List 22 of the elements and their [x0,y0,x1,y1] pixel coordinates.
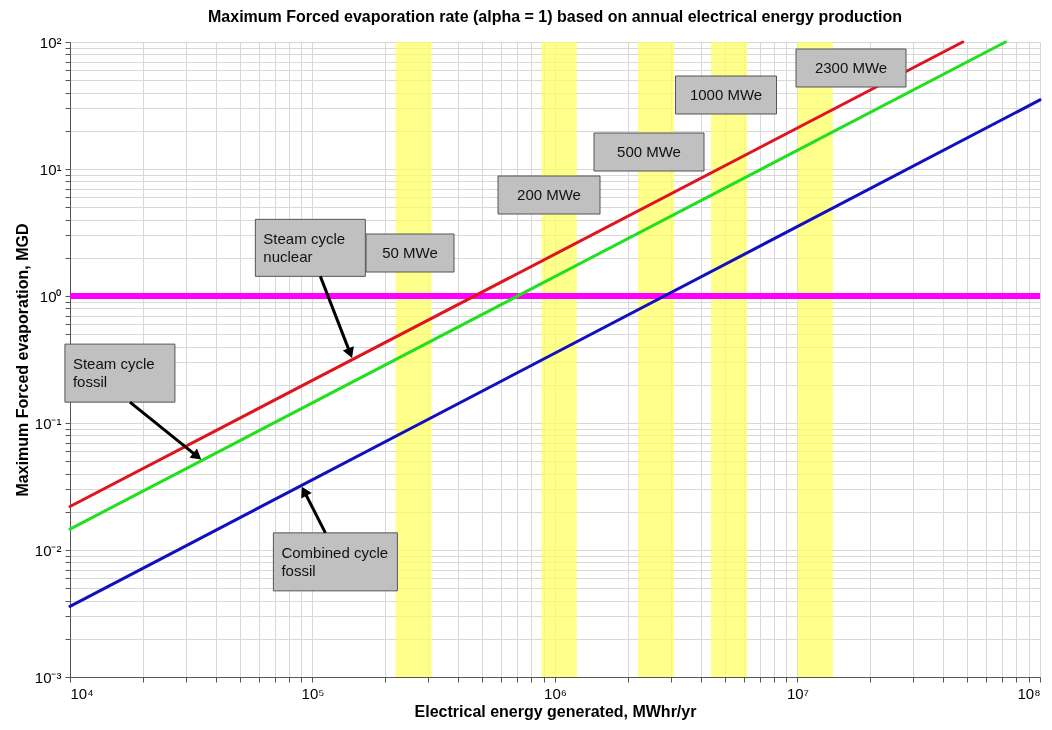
y-tick-label: 10⁻² [34,541,62,559]
annotation: Combined cycle fossil [281,543,389,579]
y-tick-label: 10² [39,33,62,51]
chart-title: Maximum Forced evaporation rate (alpha = 1) based on annual electrical energy production [208,8,902,25]
y-tick-label: 10¹ [39,160,62,178]
annotation: Steam cycle fossil [72,355,155,391]
band-label: 500 MWe [617,143,681,160]
band-label: 1000 MWe [689,86,763,103]
x-tick-label: 10⁶ [544,684,567,702]
y-axis-title: Maximum Forced evaporation, MGD [13,223,31,497]
annotation: Steam cycle nuclear [263,229,346,265]
x-tick-label: 10⁸ [1017,684,1041,702]
band-label: 50 MWe [382,244,438,261]
y-tick-label: 10⁰ [39,287,62,305]
x-tick-label: 10⁴ [70,684,94,702]
x-tick-label: 10⁷ [786,684,810,702]
band-label: 2300 MWe [814,59,888,76]
x-axis-title: Electrical energy generated, MWhr/yr [414,702,697,720]
y-tick-label: 10⁻³ [34,668,62,686]
y-tick-label: 10⁻¹ [34,414,62,432]
band-label: 200 MWe [517,186,581,203]
x-tick-label: 10⁵ [301,684,325,702]
